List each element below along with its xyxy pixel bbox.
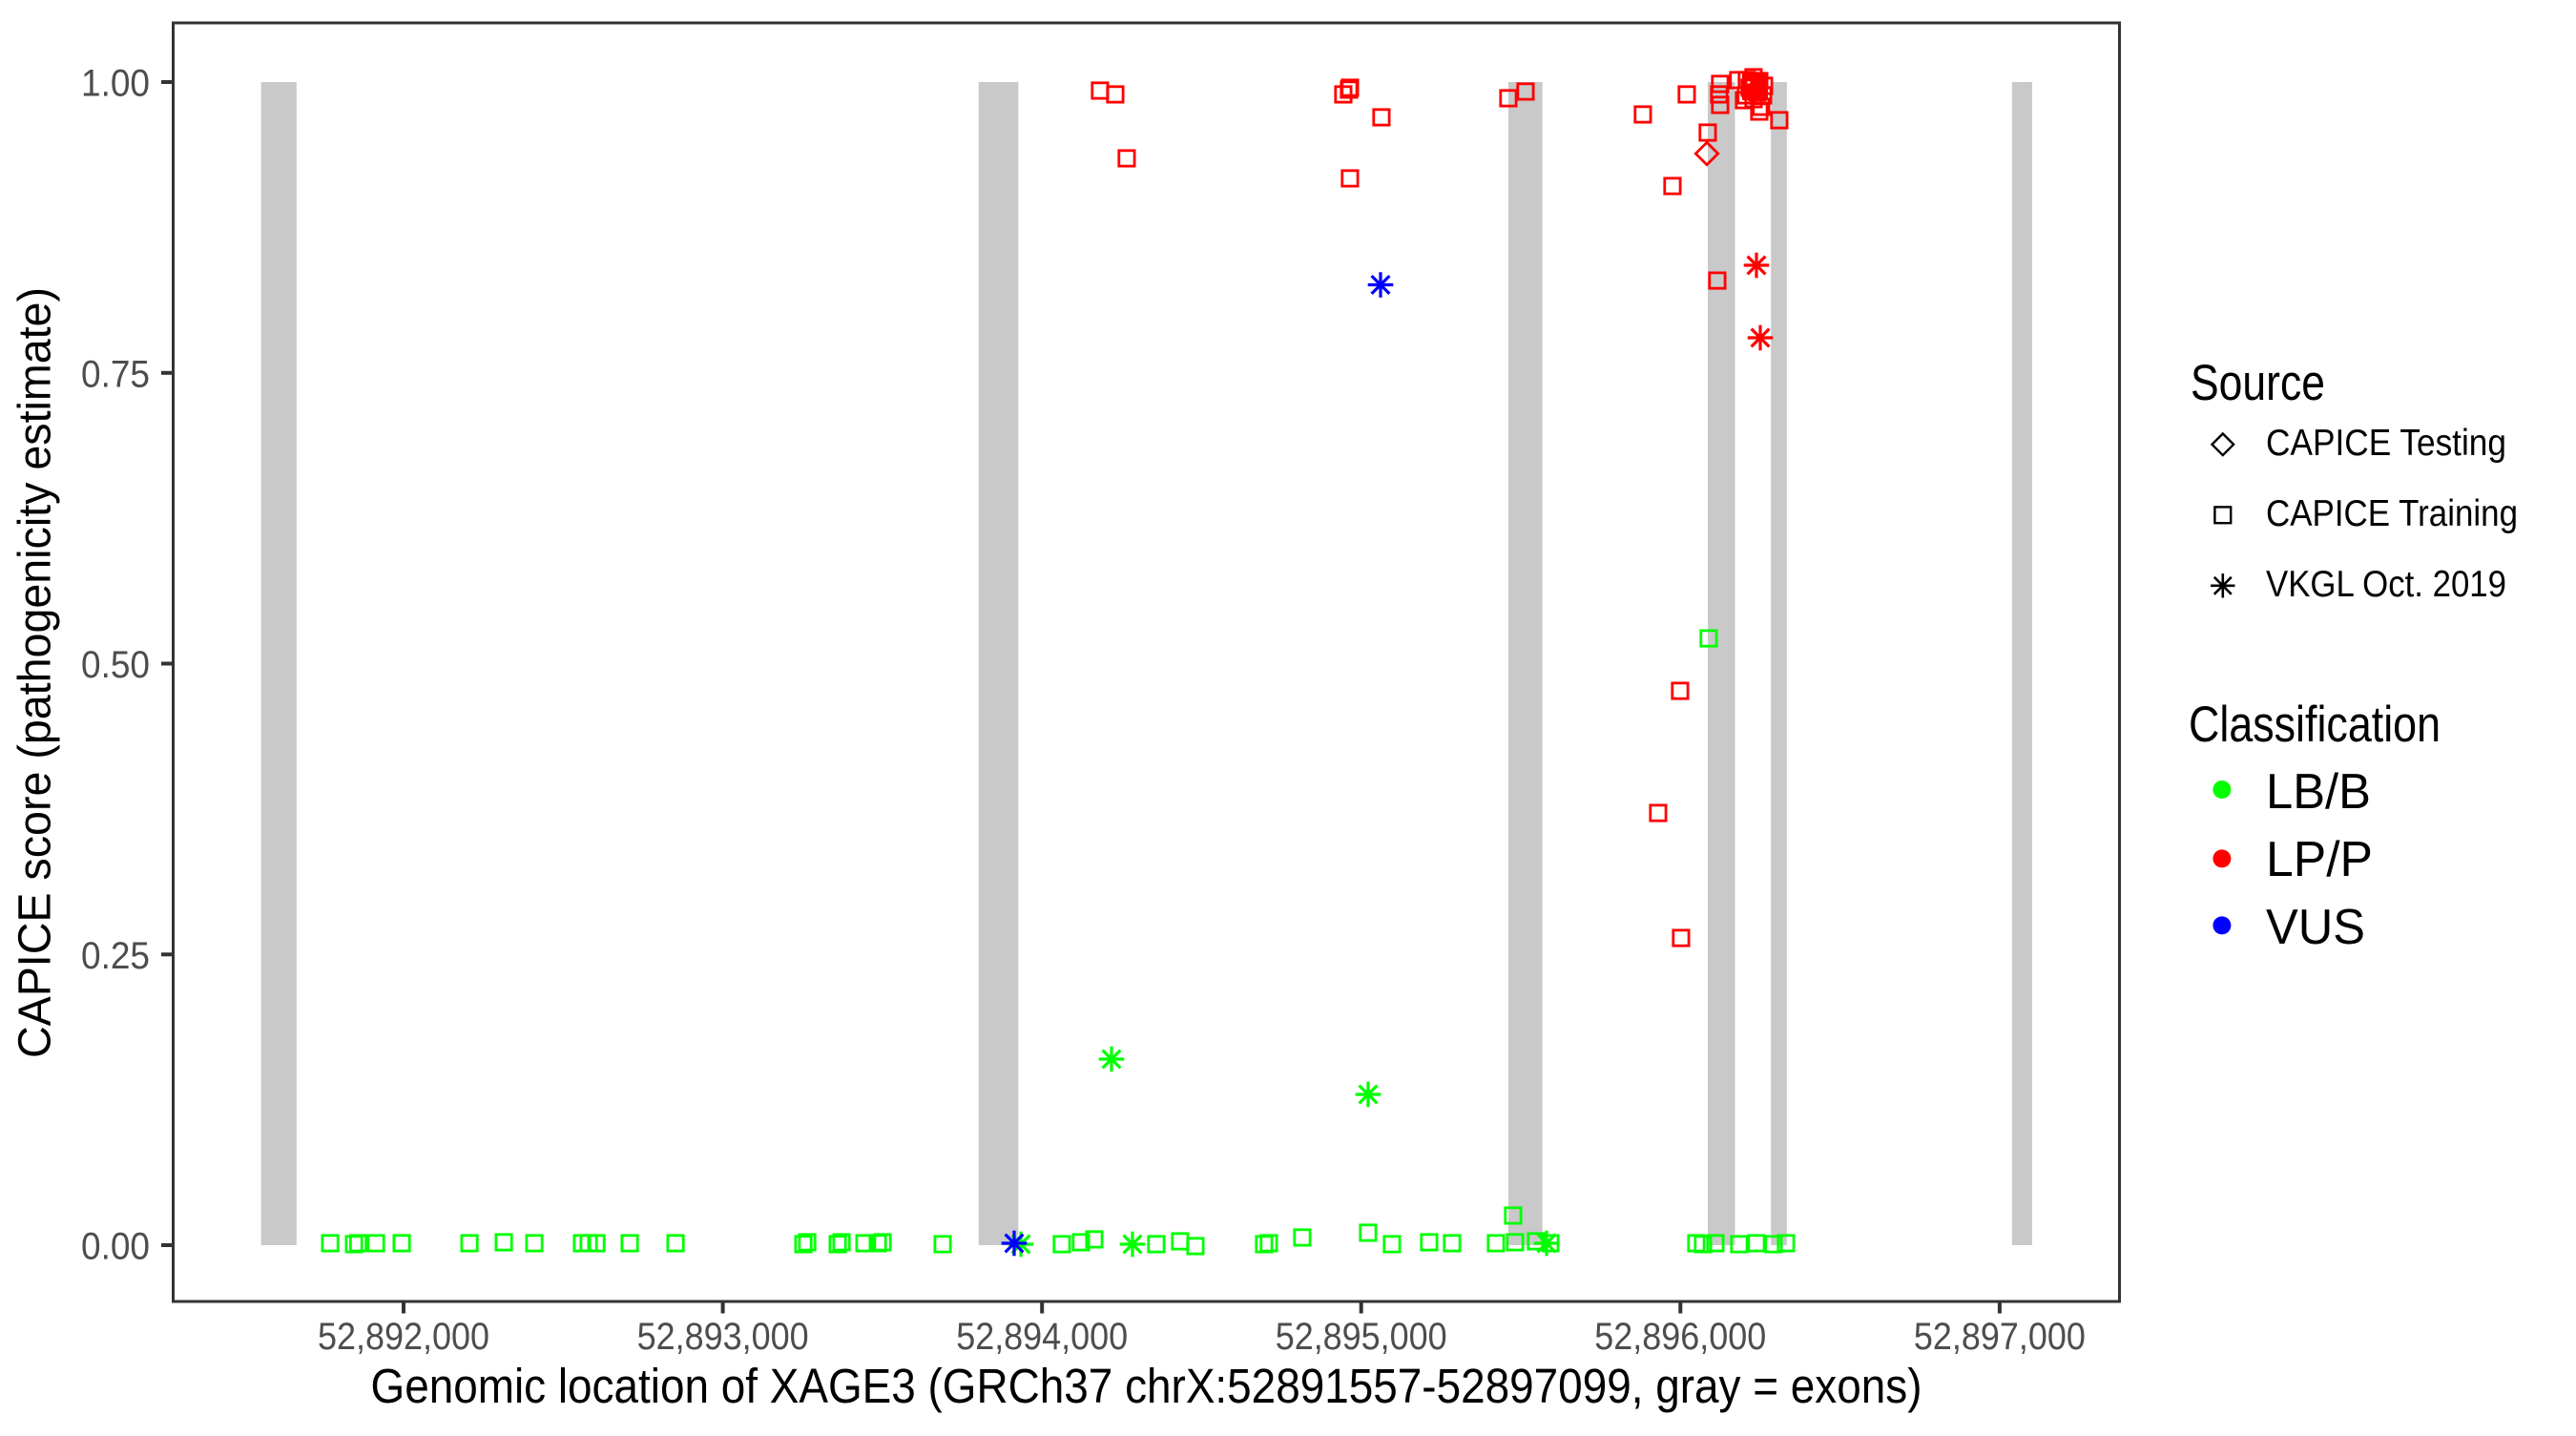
svg-text:52,896,000: 52,896,000: [1594, 1316, 1766, 1358]
svg-text:LB/B: LB/B: [2266, 764, 2371, 820]
svg-text:VKGL Oct. 2019: VKGL Oct. 2019: [2266, 564, 2506, 605]
svg-text:0.25: 0.25: [81, 935, 150, 977]
svg-text:52,895,000: 52,895,000: [1276, 1316, 1447, 1358]
svg-text:CAPICE Testing: CAPICE Testing: [2266, 423, 2506, 464]
svg-text:CAPICE Training: CAPICE Training: [2266, 493, 2518, 534]
svg-text:LP/P: LP/P: [2266, 832, 2373, 887]
svg-text:1.00: 1.00: [81, 63, 150, 105]
svg-text:52,894,000: 52,894,000: [956, 1316, 1128, 1358]
svg-text:Classification: Classification: [2189, 697, 2441, 753]
svg-text:0.00: 0.00: [81, 1226, 150, 1268]
svg-text:52,893,000: 52,893,000: [637, 1316, 809, 1358]
svg-text:52,892,000: 52,892,000: [318, 1316, 489, 1358]
svg-text:0.75: 0.75: [81, 353, 150, 395]
svg-text:0.50: 0.50: [81, 644, 150, 686]
svg-text:CAPICE score (pathogenicity es: CAPICE score (pathogenicity estimate): [10, 287, 61, 1058]
svg-text:52,897,000: 52,897,000: [1914, 1316, 2086, 1358]
svg-text:VUS: VUS: [2266, 900, 2365, 955]
svg-text:Genomic location of XAGE3 (GRC: Genomic location of XAGE3 (GRCh37 chrX:5…: [371, 1359, 1922, 1413]
svg-text:Source: Source: [2191, 355, 2325, 411]
